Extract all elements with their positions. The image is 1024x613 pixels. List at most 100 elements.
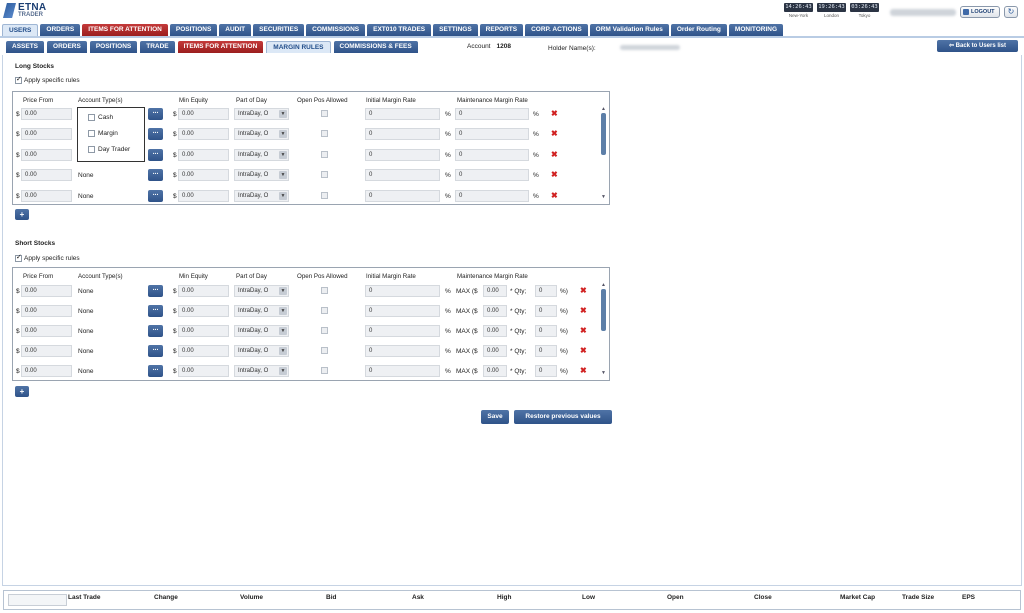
subtab-positions[interactable]: POSITIONS: [89, 41, 138, 53]
tab-users[interactable]: USERS: [2, 24, 39, 36]
tab-items-for-attention[interactable]: ITEMS FOR ATTENTION: [82, 24, 168, 36]
initial-margin-input[interactable]: 0: [365, 365, 440, 377]
delete-row-icon[interactable]: ✖: [551, 109, 558, 118]
part-of-day-select[interactable]: IntraDay, O ▼: [234, 149, 289, 161]
account-types-picker-button[interactable]: ...: [148, 128, 163, 140]
refresh-icon[interactable]: ↻: [1004, 6, 1018, 18]
open-pos-allowed-checkbox[interactable]: [321, 192, 328, 199]
part-of-day-select[interactable]: IntraDay, O ▼: [234, 285, 289, 297]
scroll-thumb[interactable]: [601, 289, 606, 331]
account-type-option-day-trader[interactable]: Day Trader: [88, 146, 130, 153]
scroll-up-icon[interactable]: ▲: [601, 106, 606, 112]
scroll-up-icon[interactable]: ▲: [601, 282, 606, 288]
restore-previous-values-button[interactable]: Restore previous values: [514, 410, 612, 424]
initial-margin-input[interactable]: 0: [365, 190, 440, 202]
initial-margin-input[interactable]: 0: [365, 325, 440, 337]
account-types-picker-button[interactable]: ...: [148, 365, 163, 377]
account-types-picker-button[interactable]: ...: [148, 325, 163, 337]
open-pos-allowed-checkbox[interactable]: [321, 151, 328, 158]
account-type-option-cash[interactable]: Cash: [88, 114, 113, 121]
part-of-day-select[interactable]: IntraDay, O ▼: [234, 305, 289, 317]
qty-input[interactable]: 0: [535, 285, 557, 297]
price-from-input[interactable]: 0.00: [21, 149, 72, 161]
account-types-picker-button[interactable]: ...: [148, 305, 163, 317]
max-amount-input[interactable]: 0.00: [483, 365, 507, 377]
open-pos-allowed-checkbox[interactable]: [321, 347, 328, 354]
initial-margin-input[interactable]: 0: [365, 305, 440, 317]
tab-securities[interactable]: SECURITIES: [253, 24, 305, 36]
delete-row-icon[interactable]: ✖: [580, 286, 587, 295]
part-of-day-select[interactable]: IntraDay, O ▼: [234, 365, 289, 377]
price-from-input[interactable]: 0.00: [21, 108, 72, 120]
tab-reports[interactable]: REPORTS: [479, 24, 524, 36]
min-equity-input[interactable]: 0.00: [178, 365, 229, 377]
qty-input[interactable]: 0: [535, 325, 557, 337]
delete-row-icon[interactable]: ✖: [580, 366, 587, 375]
qty-input[interactable]: 0: [535, 345, 557, 357]
delete-row-icon[interactable]: ✖: [551, 191, 558, 200]
price-from-input[interactable]: 0.00: [21, 305, 72, 317]
price-from-input[interactable]: 0.00: [21, 325, 72, 337]
subtab-orders[interactable]: ORDERS: [47, 41, 87, 53]
logout-button[interactable]: LOGOUT: [960, 6, 1000, 18]
open-pos-allowed-checkbox[interactable]: [321, 130, 328, 137]
open-pos-allowed-checkbox[interactable]: [321, 367, 328, 374]
delete-row-icon[interactable]: ✖: [551, 129, 558, 138]
back-to-users-button[interactable]: ⇦ Back to Users list: [937, 40, 1018, 52]
open-pos-allowed-checkbox[interactable]: [321, 307, 328, 314]
account-type-option-margin[interactable]: Margin: [88, 130, 118, 137]
subtab-margin-rules[interactable]: MARGIN RULES: [266, 41, 331, 53]
part-of-day-select[interactable]: IntraDay, O ▼: [234, 169, 289, 181]
min-equity-input[interactable]: 0.00: [178, 305, 229, 317]
delete-row-icon[interactable]: ✖: [551, 170, 558, 179]
maintenance-margin-input[interactable]: 0: [455, 190, 529, 202]
subtab-trade[interactable]: TRADE: [140, 41, 175, 53]
maintenance-margin-input[interactable]: 0: [455, 149, 529, 161]
qty-input[interactable]: 0: [535, 365, 557, 377]
min-equity-input[interactable]: 0.00: [178, 325, 229, 337]
delete-row-icon[interactable]: ✖: [580, 306, 587, 315]
short-apply-checkbox[interactable]: [15, 253, 22, 262]
min-equity-input[interactable]: 0.00: [178, 190, 229, 202]
initial-margin-input[interactable]: 0: [365, 345, 440, 357]
delete-row-icon[interactable]: ✖: [580, 346, 587, 355]
tab-settings[interactable]: SETTINGS: [433, 24, 478, 36]
tab-audit[interactable]: AUDIT: [219, 24, 252, 36]
tab-order-routing[interactable]: Order Routing: [670, 24, 727, 36]
open-pos-allowed-checkbox[interactable]: [321, 327, 328, 334]
open-pos-allowed-checkbox[interactable]: [321, 287, 328, 294]
tab-orm-validation-rules[interactable]: ORM Validation Rules: [589, 24, 669, 36]
price-from-input[interactable]: 0.00: [21, 285, 72, 297]
maintenance-margin-input[interactable]: 0: [455, 169, 529, 181]
maintenance-margin-input[interactable]: 0: [455, 108, 529, 120]
scroll-down-icon[interactable]: ▼: [601, 194, 606, 200]
account-types-picker-button[interactable]: ...: [148, 108, 163, 120]
tab-positions[interactable]: POSITIONS: [169, 24, 218, 36]
initial-margin-input[interactable]: 0: [365, 128, 440, 140]
min-equity-input[interactable]: 0.00: [178, 128, 229, 140]
open-pos-allowed-checkbox[interactable]: [321, 110, 328, 117]
initial-margin-input[interactable]: 0: [365, 285, 440, 297]
price-from-input[interactable]: 0.00: [21, 128, 72, 140]
scroll-thumb[interactable]: [601, 113, 606, 155]
tab-ext010-trades[interactable]: EXT010 TRADES: [367, 24, 432, 36]
account-types-picker-button[interactable]: ...: [148, 169, 163, 181]
part-of-day-select[interactable]: IntraDay, O ▼: [234, 128, 289, 140]
min-equity-input[interactable]: 0.00: [178, 108, 229, 120]
account-type-checkbox[interactable]: [88, 130, 95, 137]
account-types-picker-button[interactable]: ...: [148, 190, 163, 202]
max-amount-input[interactable]: 0.00: [483, 305, 507, 317]
min-equity-input[interactable]: 0.00: [178, 149, 229, 161]
part-of-day-select[interactable]: IntraDay, O ▼: [234, 190, 289, 202]
part-of-day-select[interactable]: IntraDay, O ▼: [234, 345, 289, 357]
qty-input[interactable]: 0: [535, 305, 557, 317]
min-equity-input[interactable]: 0.00: [178, 169, 229, 181]
price-from-input[interactable]: 0.00: [21, 169, 72, 181]
account-type-checkbox[interactable]: [88, 146, 95, 153]
tab-orders[interactable]: ORDERS: [40, 24, 81, 36]
account-type-checkbox[interactable]: [88, 114, 95, 121]
delete-row-icon[interactable]: ✖: [551, 150, 558, 159]
price-from-input[interactable]: 0.00: [21, 345, 72, 357]
long-apply-checkbox[interactable]: [15, 75, 22, 84]
short-scrollbar[interactable]: ▲ ▼: [601, 282, 607, 376]
